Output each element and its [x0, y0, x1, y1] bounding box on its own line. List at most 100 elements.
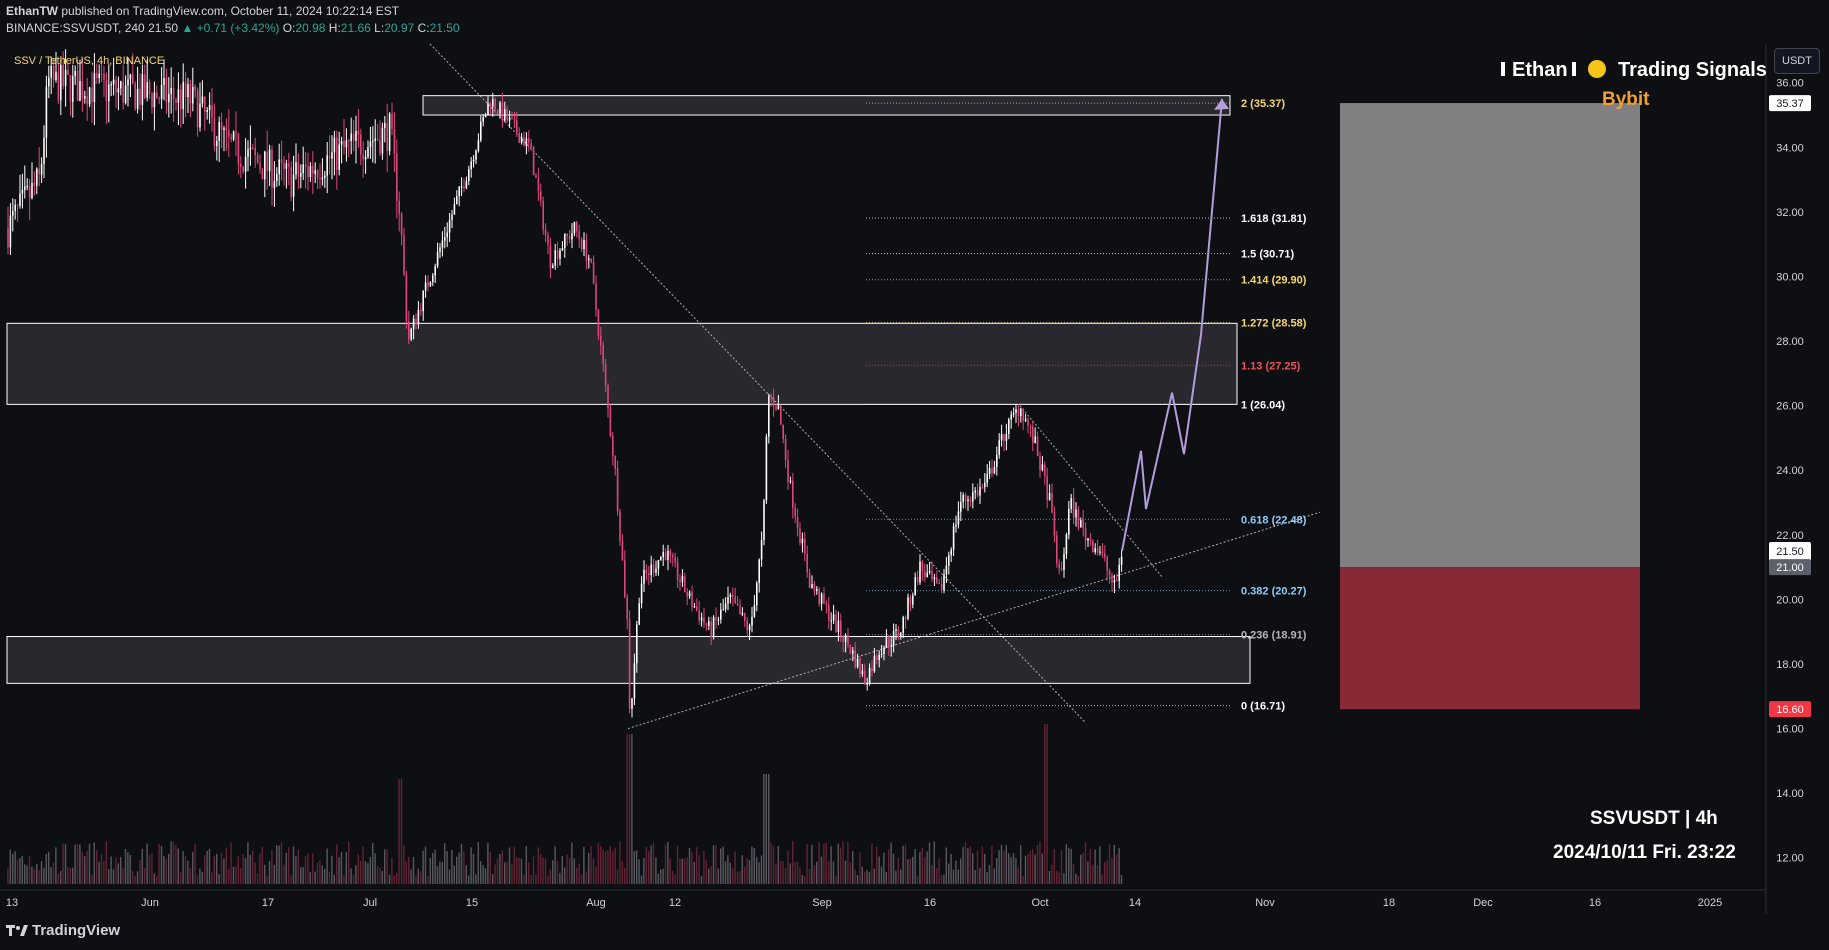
- volume-bar: [74, 844, 76, 884]
- volume-bar: [957, 869, 959, 884]
- candle-body: [420, 309, 422, 312]
- candle-body: [542, 200, 544, 230]
- candle-body: [614, 456, 616, 469]
- volume-bar: [254, 862, 256, 884]
- volume-bar: [429, 857, 431, 884]
- candle-body: [225, 128, 228, 131]
- chart-area[interactable]: 2 (35.37) 1.618 (31.81) 1.5 (30.71) 1.414 (…: [0, 43, 1829, 914]
- volume-bar: [744, 866, 746, 884]
- volume-bar: [674, 874, 676, 884]
- tradingview-icon: [6, 923, 28, 939]
- volume-bar: [326, 848, 328, 884]
- fib-label: 0.382 (20.27): [1241, 586, 1307, 598]
- volume-bar: [259, 853, 261, 884]
- candle-body: [537, 178, 540, 192]
- candle-body: [763, 500, 765, 540]
- brand-exchange: Bybit: [1602, 89, 1650, 110]
- candle-body: [1080, 520, 1082, 528]
- candle-body: [451, 214, 453, 220]
- volume-bar: [1015, 858, 1017, 884]
- candle-body: [352, 133, 355, 141]
- volume-bar: [1068, 847, 1070, 884]
- candle-body: [31, 182, 33, 199]
- candle-body: [976, 490, 979, 496]
- volume-bar: [864, 871, 866, 884]
- descending-trendline: [429, 43, 1086, 723]
- zone-resistance-mid[interactable]: [6, 322, 1238, 405]
- volume-bar: [996, 858, 998, 884]
- volume-bar: [1118, 847, 1120, 884]
- volume-bar: [844, 860, 847, 884]
- prev-price-tag: 21.00: [1776, 562, 1804, 574]
- candle-body: [871, 667, 873, 672]
- volume-bar: [283, 864, 285, 884]
- candle-body: [648, 573, 650, 576]
- target-zone-box[interactable]: [1340, 103, 1640, 568]
- author-name[interactable]: EthanTW: [6, 4, 58, 18]
- candle-body: [844, 635, 847, 643]
- volume-bar: [285, 852, 287, 884]
- candle-body: [360, 134, 362, 155]
- candle-body: [1068, 509, 1070, 535]
- volume-bar: [640, 875, 643, 884]
- candle-body: [499, 102, 501, 114]
- volume-bar: [213, 855, 215, 884]
- stop-zone-box[interactable]: [1340, 567, 1640, 710]
- currency-button[interactable]: USDT: [1774, 48, 1820, 74]
- candle-body: [691, 591, 693, 607]
- volume-bar: [837, 843, 839, 884]
- close-label: C:: [417, 21, 430, 35]
- candle-body: [1039, 456, 1041, 471]
- candle-body: [768, 396, 770, 437]
- volume-bar: [480, 861, 482, 884]
- volume-bar: [127, 852, 129, 884]
- candle-body: [619, 511, 621, 541]
- candle-body: [285, 163, 288, 169]
- volume-bar: [885, 872, 887, 884]
- volume-bar: [856, 875, 859, 884]
- candle-body: [1041, 464, 1044, 471]
- candle-body: [712, 617, 715, 637]
- volume-bar: [816, 861, 818, 884]
- volume-bar: [422, 850, 424, 884]
- candle-body: [916, 577, 919, 583]
- volume-bar: [364, 861, 367, 884]
- candle-body: [955, 524, 957, 527]
- volume-bar: [825, 842, 827, 884]
- candle-body: [124, 85, 127, 103]
- volume-bar: [772, 845, 775, 884]
- candle-body: [979, 487, 981, 496]
- open-label: O:: [282, 21, 296, 35]
- volume-bar: [537, 847, 539, 884]
- zone-support-low[interactable]: [6, 636, 1251, 684]
- volume-bar: [225, 848, 227, 884]
- volume-bar: [1056, 870, 1058, 884]
- candle-body: [1116, 580, 1118, 582]
- tradingview-logo[interactable]: TradingView: [6, 922, 120, 939]
- price-chart-svg[interactable]: 2 (35.37) 1.618 (31.81) 1.5 (30.71) 1.414 (…: [0, 43, 1829, 914]
- volume-bar: [228, 869, 230, 884]
- volume-bar: [832, 861, 835, 884]
- brand-name: Ethan: [1512, 59, 1568, 81]
- volume-bar: [830, 846, 832, 884]
- candle-body: [105, 80, 108, 102]
- volume-bar: [1053, 848, 1055, 884]
- candle-body: [453, 204, 456, 215]
- zone-resistance-top[interactable]: [422, 95, 1231, 116]
- volume-bar: [648, 851, 650, 884]
- candle-body: [787, 460, 789, 482]
- volume-bar: [381, 871, 383, 884]
- volume-bar: [722, 846, 724, 884]
- candle-body: [1101, 551, 1104, 554]
- candle-body: [1010, 414, 1012, 420]
- candle-body: [232, 131, 235, 140]
- volume-bar: [141, 848, 143, 884]
- time-tick: 12: [669, 897, 681, 909]
- volume-bar: [782, 861, 784, 884]
- volume-bar: [770, 842, 772, 884]
- candle-body: [775, 406, 777, 410]
- header-bar: EthanTW published on TradingView.com, Oc…: [0, 0, 1829, 44]
- volume-bar: [1104, 862, 1106, 884]
- candle-body: [840, 620, 842, 636]
- volume-bar: [633, 851, 635, 884]
